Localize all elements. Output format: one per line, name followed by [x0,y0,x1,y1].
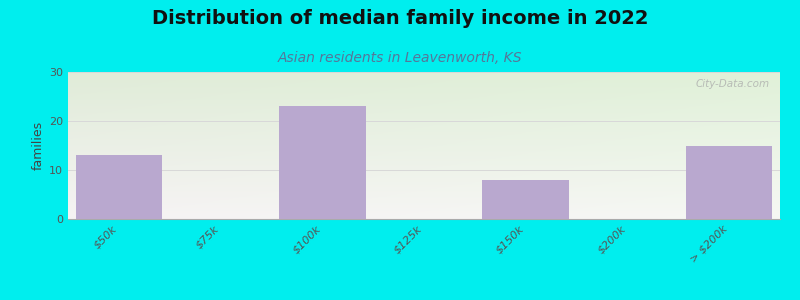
Bar [279,106,366,219]
Bar [482,180,569,219]
Bar [686,146,772,219]
Text: Distribution of median family income in 2022: Distribution of median family income in … [152,9,648,28]
Text: City-Data.com: City-Data.com [695,79,770,89]
Text: Asian residents in Leavenworth, KS: Asian residents in Leavenworth, KS [278,51,522,65]
Y-axis label: families: families [32,121,45,170]
Bar [76,155,162,219]
